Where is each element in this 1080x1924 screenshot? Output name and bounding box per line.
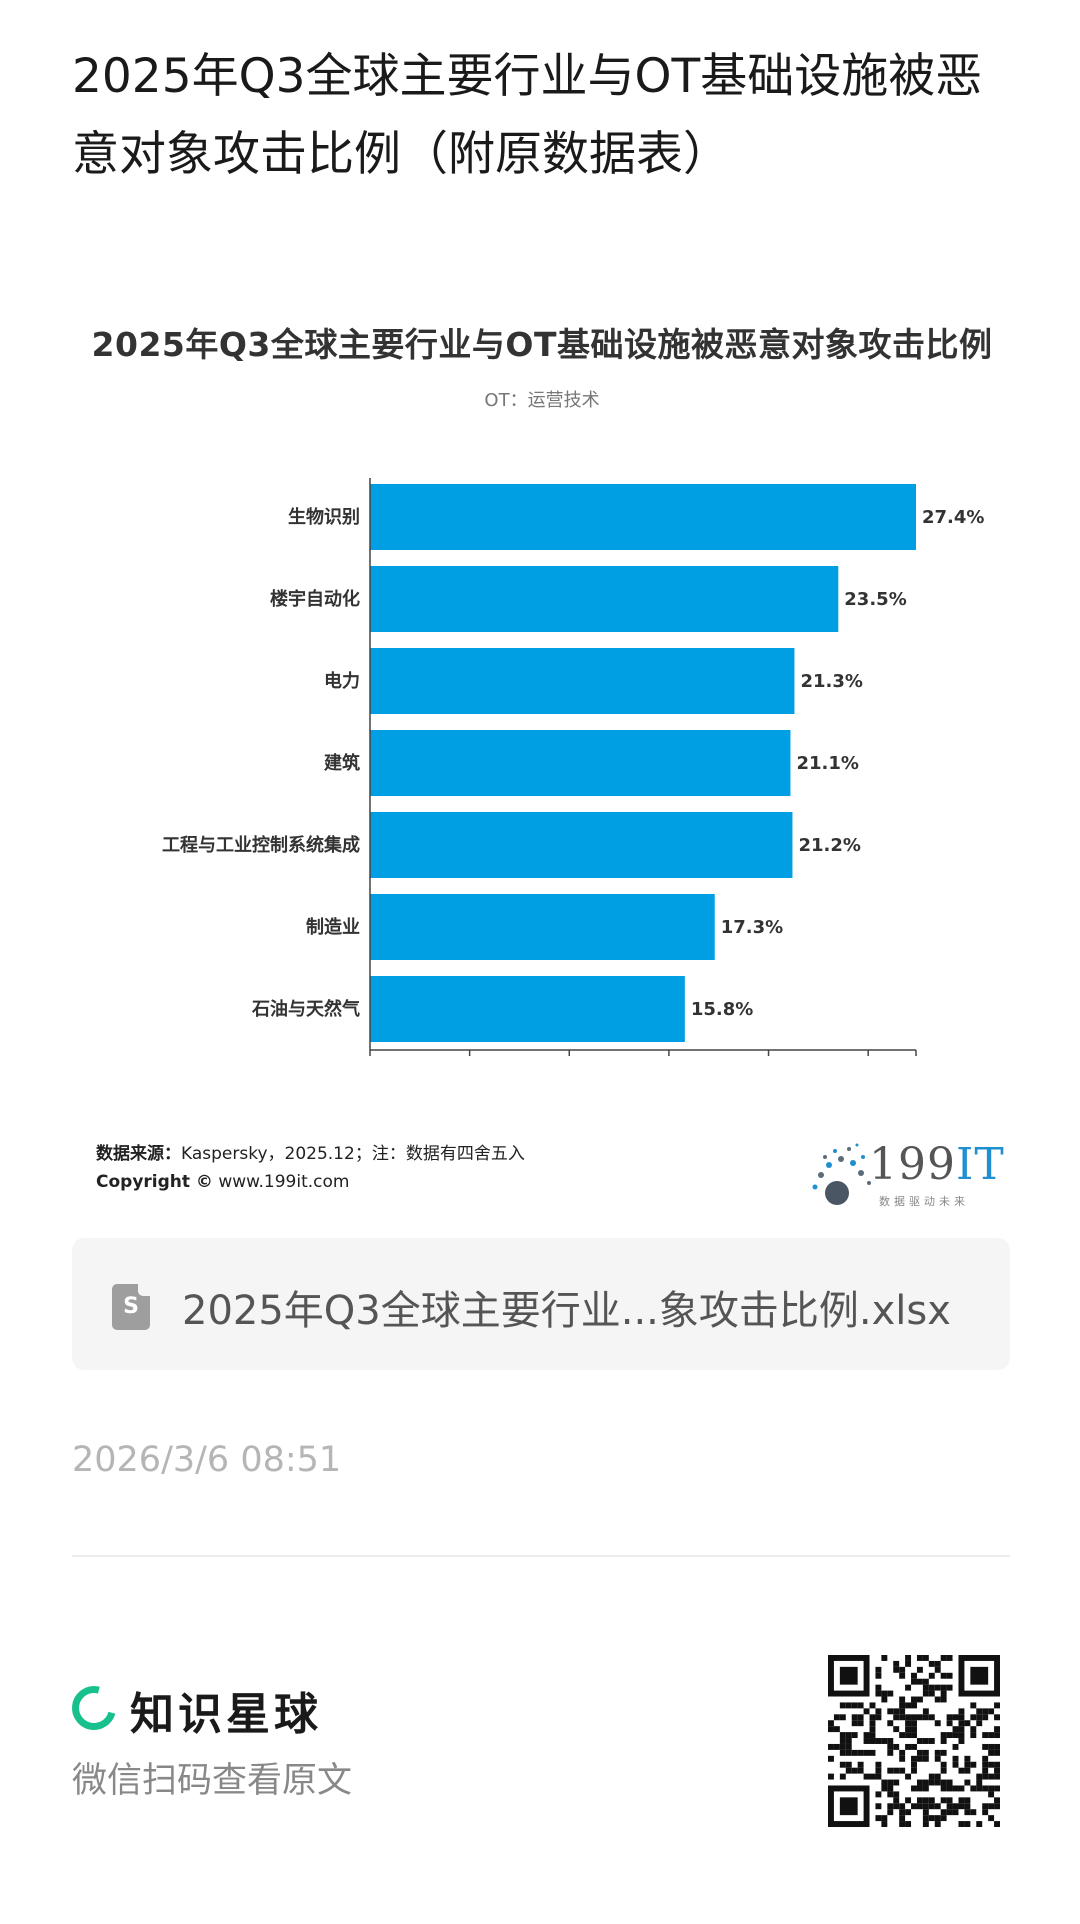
data-label: 27.4% xyxy=(922,507,984,528)
category-label: 生物识别 xyxy=(288,506,360,528)
post-date: 2026/3/6 08:51 xyxy=(72,1440,342,1480)
spreadsheet-file-icon: S xyxy=(112,1284,150,1330)
qr-code[interactable] xyxy=(828,1655,1000,1827)
bar xyxy=(370,812,793,878)
data-label: 21.1% xyxy=(796,753,858,774)
source-label: 数据来源： xyxy=(96,1144,181,1164)
data-label: 17.3% xyxy=(721,917,783,938)
category-label: 楼宇自动化 xyxy=(270,588,360,610)
category-label: 工程与工业控制系统集成 xyxy=(162,834,360,856)
bar xyxy=(370,976,685,1042)
attachment-card[interactable]: S 2025年Q3全球主要行业...象攻击比例.xlsx xyxy=(72,1238,1010,1370)
data-label: 21.2% xyxy=(798,835,860,856)
source-text: Kaspersky，2025.12；注：数据有四舍五入 xyxy=(181,1144,525,1164)
category-label: 电力 xyxy=(324,670,360,692)
199it-logo: 199IT 数据驱动未来 xyxy=(807,1135,1007,1225)
logo-tagline: 数据驱动未来 xyxy=(879,1195,969,1208)
copyright-label: Copyright © xyxy=(96,1172,213,1192)
planet-ring-icon xyxy=(63,1677,125,1739)
category-label: 建筑 xyxy=(324,752,360,774)
chart-title: 2025年Q3全球主要行业与OT基础设施被恶意对象攻击比例 xyxy=(91,325,993,364)
chart-image[interactable]: 2025年Q3全球主要行业与OT基础设施被恶意对象攻击比例 OT：运营技术 生物… xyxy=(72,300,1012,1230)
bar xyxy=(370,730,791,796)
brand-name: 知识星球 xyxy=(130,1689,322,1740)
logo-wordmark: 199IT xyxy=(869,1139,1005,1190)
bar-chart: 生物识别 27.4% 楼宇自动化 23.5% 电力 21.3% 建筑 21.1% 工程与工业控制… xyxy=(162,478,984,1056)
category-label: 制造业 xyxy=(306,916,360,938)
category-label: 石油与天然气 xyxy=(251,998,360,1020)
data-label: 21.3% xyxy=(800,671,862,692)
data-label: 15.8% xyxy=(691,999,753,1020)
chart-subtitle: OT：运营技术 xyxy=(484,390,600,411)
data-label: 23.5% xyxy=(844,589,906,610)
bar xyxy=(370,894,715,960)
scan-hint: 微信扫码查看原文 xyxy=(72,1761,353,1801)
divider xyxy=(72,1555,1010,1557)
attachment-file-name[interactable]: 2025年Q3全球主要行业...象攻击比例.xlsx xyxy=(182,1288,951,1334)
chart-footnote: 数据来源：Kaspersky，2025.12；注：数据有四舍五入 Copyrig… xyxy=(96,1140,525,1196)
bar xyxy=(370,484,916,550)
copyright-site: www.199it.com xyxy=(218,1172,350,1192)
bar xyxy=(370,566,839,632)
bar xyxy=(370,648,795,714)
dandelion-logo-icon xyxy=(812,1143,871,1205)
post-title: 2025年Q3全球主要行业与OT基础设施被恶意对象攻击比例（附原数据表） xyxy=(72,49,983,182)
